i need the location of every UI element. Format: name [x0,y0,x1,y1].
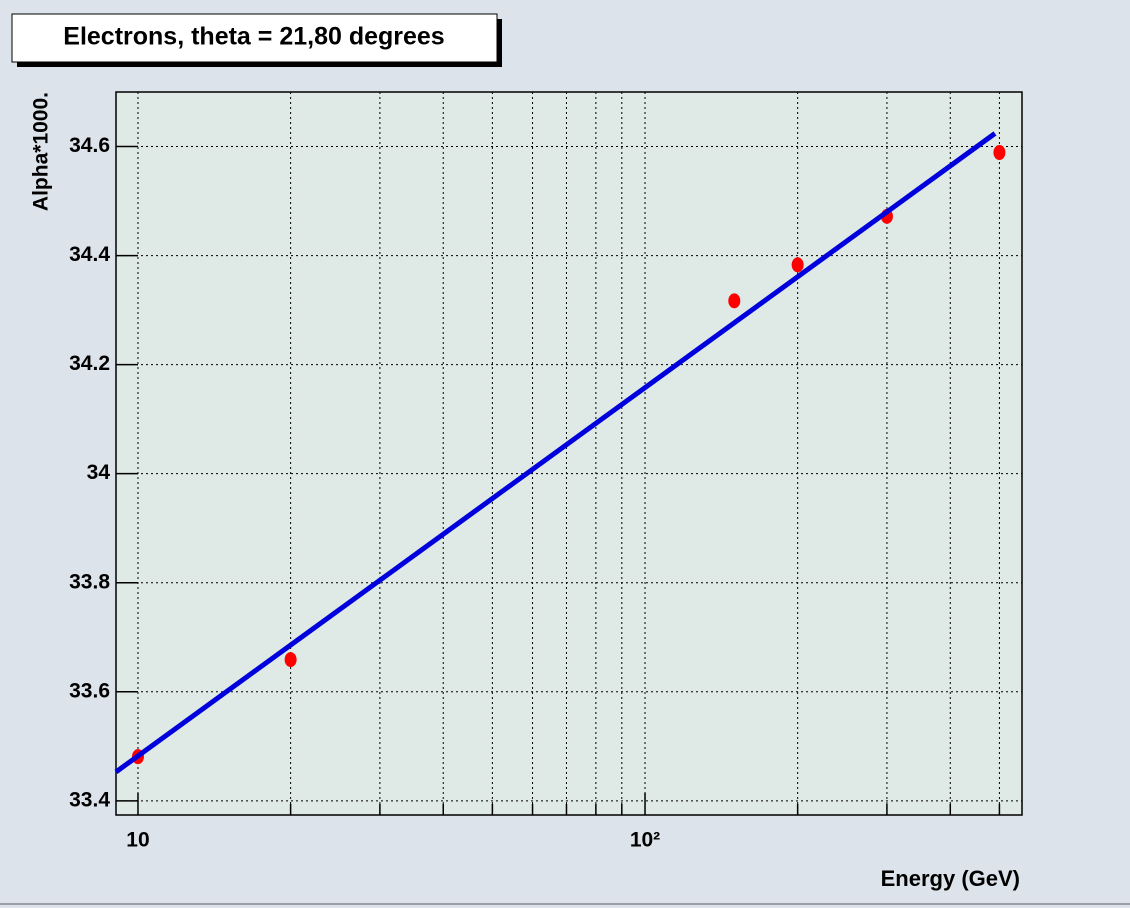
data-point [791,257,804,273]
y-tick-label: 34.6 [69,134,110,157]
y-tick-label: 34.2 [69,352,110,375]
fit-line [114,131,997,774]
y-tick-label: 34.4 [69,243,110,266]
data-point [728,293,741,309]
chart-title: Electrons, theta = 21,80 degrees [63,23,444,51]
y-tick-label: 33.4 [69,788,110,811]
y-tick-label: 33.8 [69,570,110,593]
x-tick-label: 10 [126,829,149,852]
plot-area [115,91,1023,816]
y-axis-label: Alpha*1000. [30,92,53,211]
data-point [993,145,1006,161]
y-tick-label: 33.6 [69,679,110,702]
x-tick-label: 10² [630,829,660,852]
title-box [11,13,498,63]
x-axis-label: Energy (GeV) [881,866,1020,891]
y-tick-label: 34 [87,461,111,484]
data-point [284,652,297,668]
